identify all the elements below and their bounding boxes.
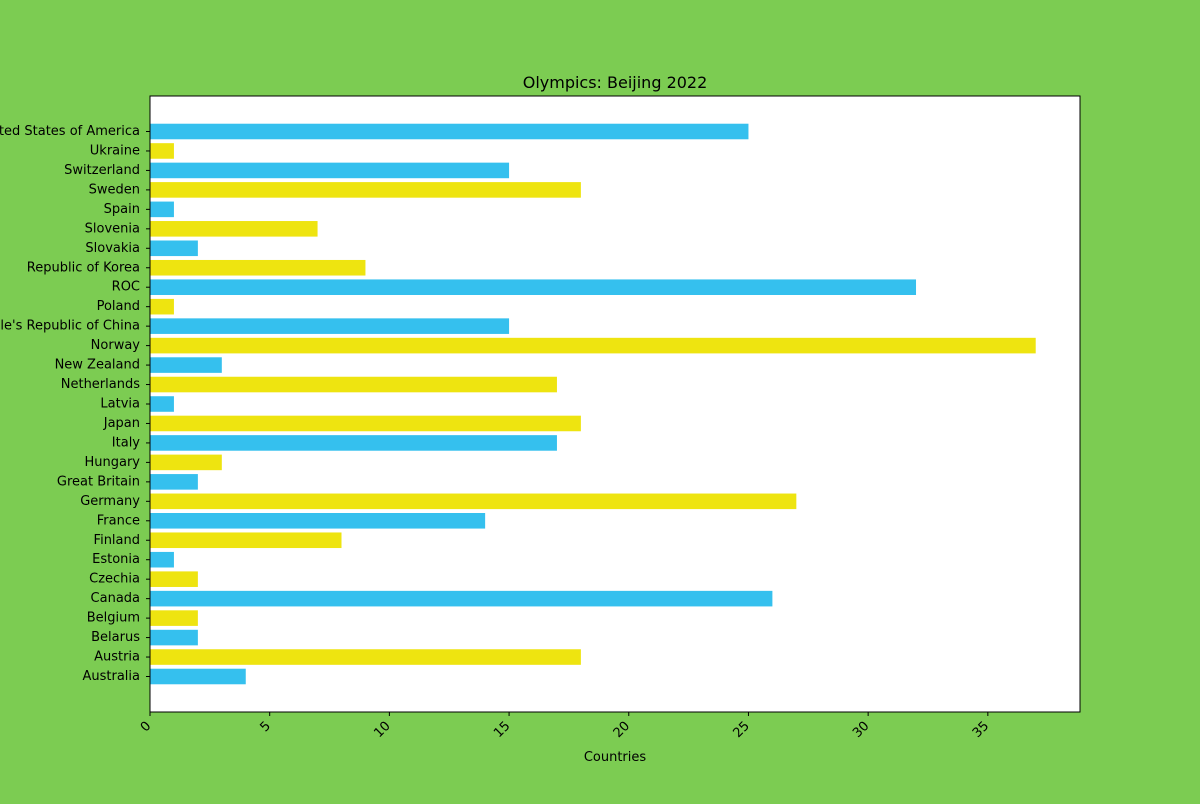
x-tick-label: 35 <box>970 719 992 741</box>
y-tick-label: Switzerland <box>64 163 140 178</box>
y-tick-label: Belarus <box>91 630 140 645</box>
y-tick-label: Latvia <box>100 397 140 412</box>
bars-group <box>150 123 1036 685</box>
y-tick-label: Netherlands <box>61 377 140 392</box>
bar <box>150 513 486 529</box>
y-tick-label: People's Republic of China <box>0 319 140 334</box>
bar <box>150 162 510 179</box>
bar <box>150 396 174 412</box>
x-tick-label: 5 <box>258 719 274 735</box>
y-tick-labels: Australia Austria Belarus Belgium Canada Czec… <box>0 124 150 684</box>
plot-frame <box>149 95 1081 713</box>
bar <box>150 279 917 295</box>
x-tick-label: 0 <box>138 719 154 735</box>
y-tick-label: Slovenia <box>85 221 140 236</box>
bar <box>150 337 1036 354</box>
bar <box>150 259 366 276</box>
y-tick-label: Czechia <box>89 572 140 587</box>
y-tick-label: Austria <box>94 650 140 665</box>
y-tick-label: Canada <box>91 591 140 606</box>
chart-title: Olympics: Beijing 2022 <box>523 73 708 92</box>
bar <box>150 182 581 198</box>
bar <box>150 629 198 646</box>
y-tick-label: Germany <box>80 494 140 509</box>
y-tick-label: Great Britain <box>57 474 140 489</box>
y-tick-label: Japan <box>103 416 140 431</box>
bar <box>150 474 198 490</box>
bar <box>150 551 174 568</box>
y-tick-label: Poland <box>97 299 140 314</box>
y-tick-label: ROC <box>112 280 140 295</box>
bar <box>150 649 581 665</box>
x-tick-label: 10 <box>371 719 393 741</box>
y-tick-label: Australia <box>82 669 140 684</box>
bar <box>150 668 246 685</box>
y-tick-label: Italy <box>112 435 141 450</box>
bar <box>150 357 222 373</box>
y-tick-label: Belgium <box>87 611 140 626</box>
y-tick-label: Finland <box>94 533 140 548</box>
y-tick-label: Hungary <box>84 455 140 470</box>
plot-area <box>150 96 1080 712</box>
y-tick-label: Norway <box>91 338 141 353</box>
y-tick-label: Sweden <box>89 182 140 197</box>
y-tick-label: France <box>97 513 140 528</box>
bar <box>150 610 198 626</box>
x-axis-label: Countries <box>584 750 647 765</box>
y-tick-label: Slovakia <box>85 241 140 256</box>
y-tick-label: Estonia <box>92 552 140 567</box>
y-tick-label: New Zealand <box>55 358 140 373</box>
x-tick-label: 20 <box>611 719 633 741</box>
y-tick-label: United States of America <box>0 124 140 139</box>
bar <box>150 123 749 140</box>
bar <box>150 493 797 510</box>
x-ticks: 0 5 10 15 20 25 30 35 <box>138 712 992 741</box>
bar <box>150 298 174 315</box>
bar <box>150 201 174 218</box>
bar <box>150 376 557 393</box>
x-tick-label: 15 <box>491 719 513 741</box>
y-tick-label: Ukraine <box>90 143 140 158</box>
bar <box>150 221 318 237</box>
y-tick-label: Republic of Korea <box>27 260 140 275</box>
bar <box>150 532 342 549</box>
bar <box>150 571 198 587</box>
bar <box>150 415 581 432</box>
x-tick-label: 30 <box>850 719 872 741</box>
bar <box>150 454 222 471</box>
bar <box>150 318 510 334</box>
bar <box>150 240 198 257</box>
bar <box>150 590 773 607</box>
bar <box>150 143 174 159</box>
x-tick-label: 25 <box>730 719 752 741</box>
y-tick-label: Spain <box>104 202 140 217</box>
bar <box>150 435 557 451</box>
